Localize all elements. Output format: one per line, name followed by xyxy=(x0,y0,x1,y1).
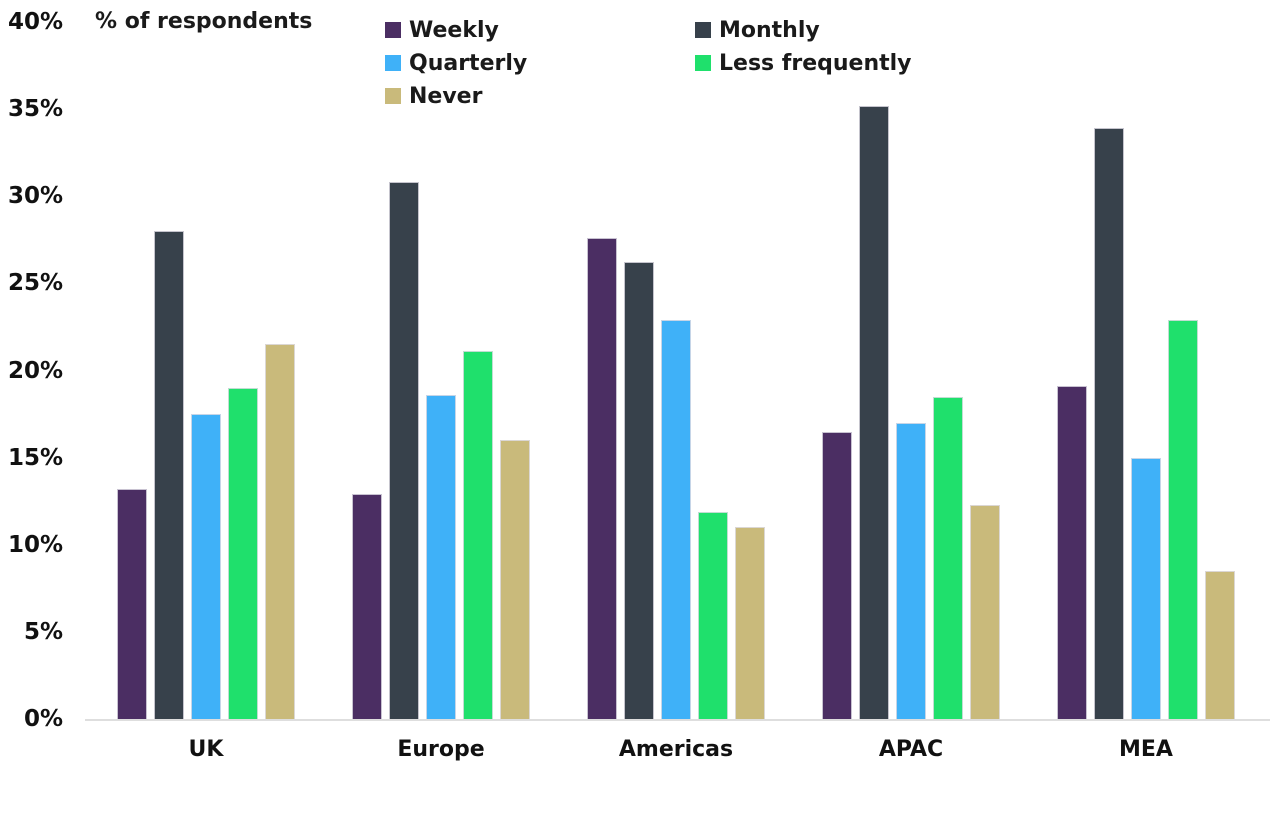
bar-less-frequently xyxy=(698,511,728,719)
bar-quarterly xyxy=(896,422,926,719)
legend-label: Never xyxy=(409,83,483,109)
bar-group-mea xyxy=(1057,22,1235,719)
bar-monthly xyxy=(624,262,654,719)
bar-quarterly xyxy=(426,394,456,719)
bar-less-frequently xyxy=(1168,319,1198,719)
bar-never xyxy=(500,440,530,719)
y-tick-label: 0% xyxy=(23,706,63,732)
y-tick-label: 40% xyxy=(7,9,63,35)
bar-group-uk xyxy=(117,22,295,719)
y-tick-label: 20% xyxy=(7,357,63,384)
bar-monthly xyxy=(389,182,419,719)
bar-quarterly xyxy=(1131,457,1161,719)
legend-swatch-icon xyxy=(695,22,711,38)
legend-swatch-icon xyxy=(385,55,401,71)
bar-group-europe xyxy=(352,22,530,719)
bar-monthly xyxy=(154,231,184,719)
bar-never xyxy=(735,527,765,719)
legend-label: Monthly xyxy=(719,17,820,43)
legend-item: Quarterly xyxy=(385,49,527,77)
legend-item: Weekly xyxy=(385,16,499,44)
x-axis: UK Europe Americas APAC MEA xyxy=(0,737,1280,771)
legend-swatch-icon xyxy=(385,22,401,38)
y-axis-title: % of respondents xyxy=(95,9,313,34)
x-tick-label-apac: APAC xyxy=(878,737,944,762)
legend-label: Quarterly xyxy=(409,50,528,76)
bar-never xyxy=(970,504,1000,719)
y-tick-label: 30% xyxy=(7,183,63,210)
y-tick-label: 5% xyxy=(23,618,63,645)
x-tick-label-americas: Americas xyxy=(618,737,734,762)
legend: Weekly Quarterly Never Monthly Less frequent… xyxy=(0,0,1280,115)
bar-less-frequently xyxy=(463,351,493,719)
bar-weekly xyxy=(1057,386,1087,719)
legend-item: Less frequently xyxy=(695,49,912,77)
legend-item: Never xyxy=(385,82,482,110)
legend-swatch-icon xyxy=(385,88,401,104)
y-tick-label: 10% xyxy=(7,531,63,558)
bar-weekly xyxy=(352,494,382,719)
x-tick-label-uk: UK xyxy=(188,737,224,762)
y-tick-label: 15% xyxy=(7,444,63,471)
legend-label: Weekly xyxy=(409,17,499,43)
legend-item: Monthly xyxy=(695,16,820,44)
bar-weekly xyxy=(587,238,617,719)
legend-label: Less frequently xyxy=(719,50,912,76)
legend-swatch-icon xyxy=(695,55,711,71)
bar-monthly xyxy=(1094,128,1124,719)
bar-less-frequently xyxy=(933,396,963,719)
bar-monthly xyxy=(859,105,889,719)
bar-never xyxy=(265,344,295,719)
x-tick-label-europe: Europe xyxy=(397,737,485,762)
x-tick-label-mea: MEA xyxy=(1119,737,1173,762)
y-tick-label: 25% xyxy=(7,270,63,297)
bar-quarterly xyxy=(191,414,221,719)
bar-less-frequently xyxy=(228,387,258,719)
bar-weekly xyxy=(822,431,852,719)
bar-weekly xyxy=(117,489,147,719)
bar-group-apac xyxy=(822,22,1000,719)
bar-quarterly xyxy=(661,319,691,719)
y-tick-label: 35% xyxy=(7,96,63,123)
plot-area xyxy=(85,22,1270,721)
bar-never xyxy=(1205,570,1235,719)
bar-group-americas xyxy=(587,22,765,719)
y-axis: 0% 5% 10% 15% 20% 25% 30% 35% 40% xyxy=(0,0,63,836)
